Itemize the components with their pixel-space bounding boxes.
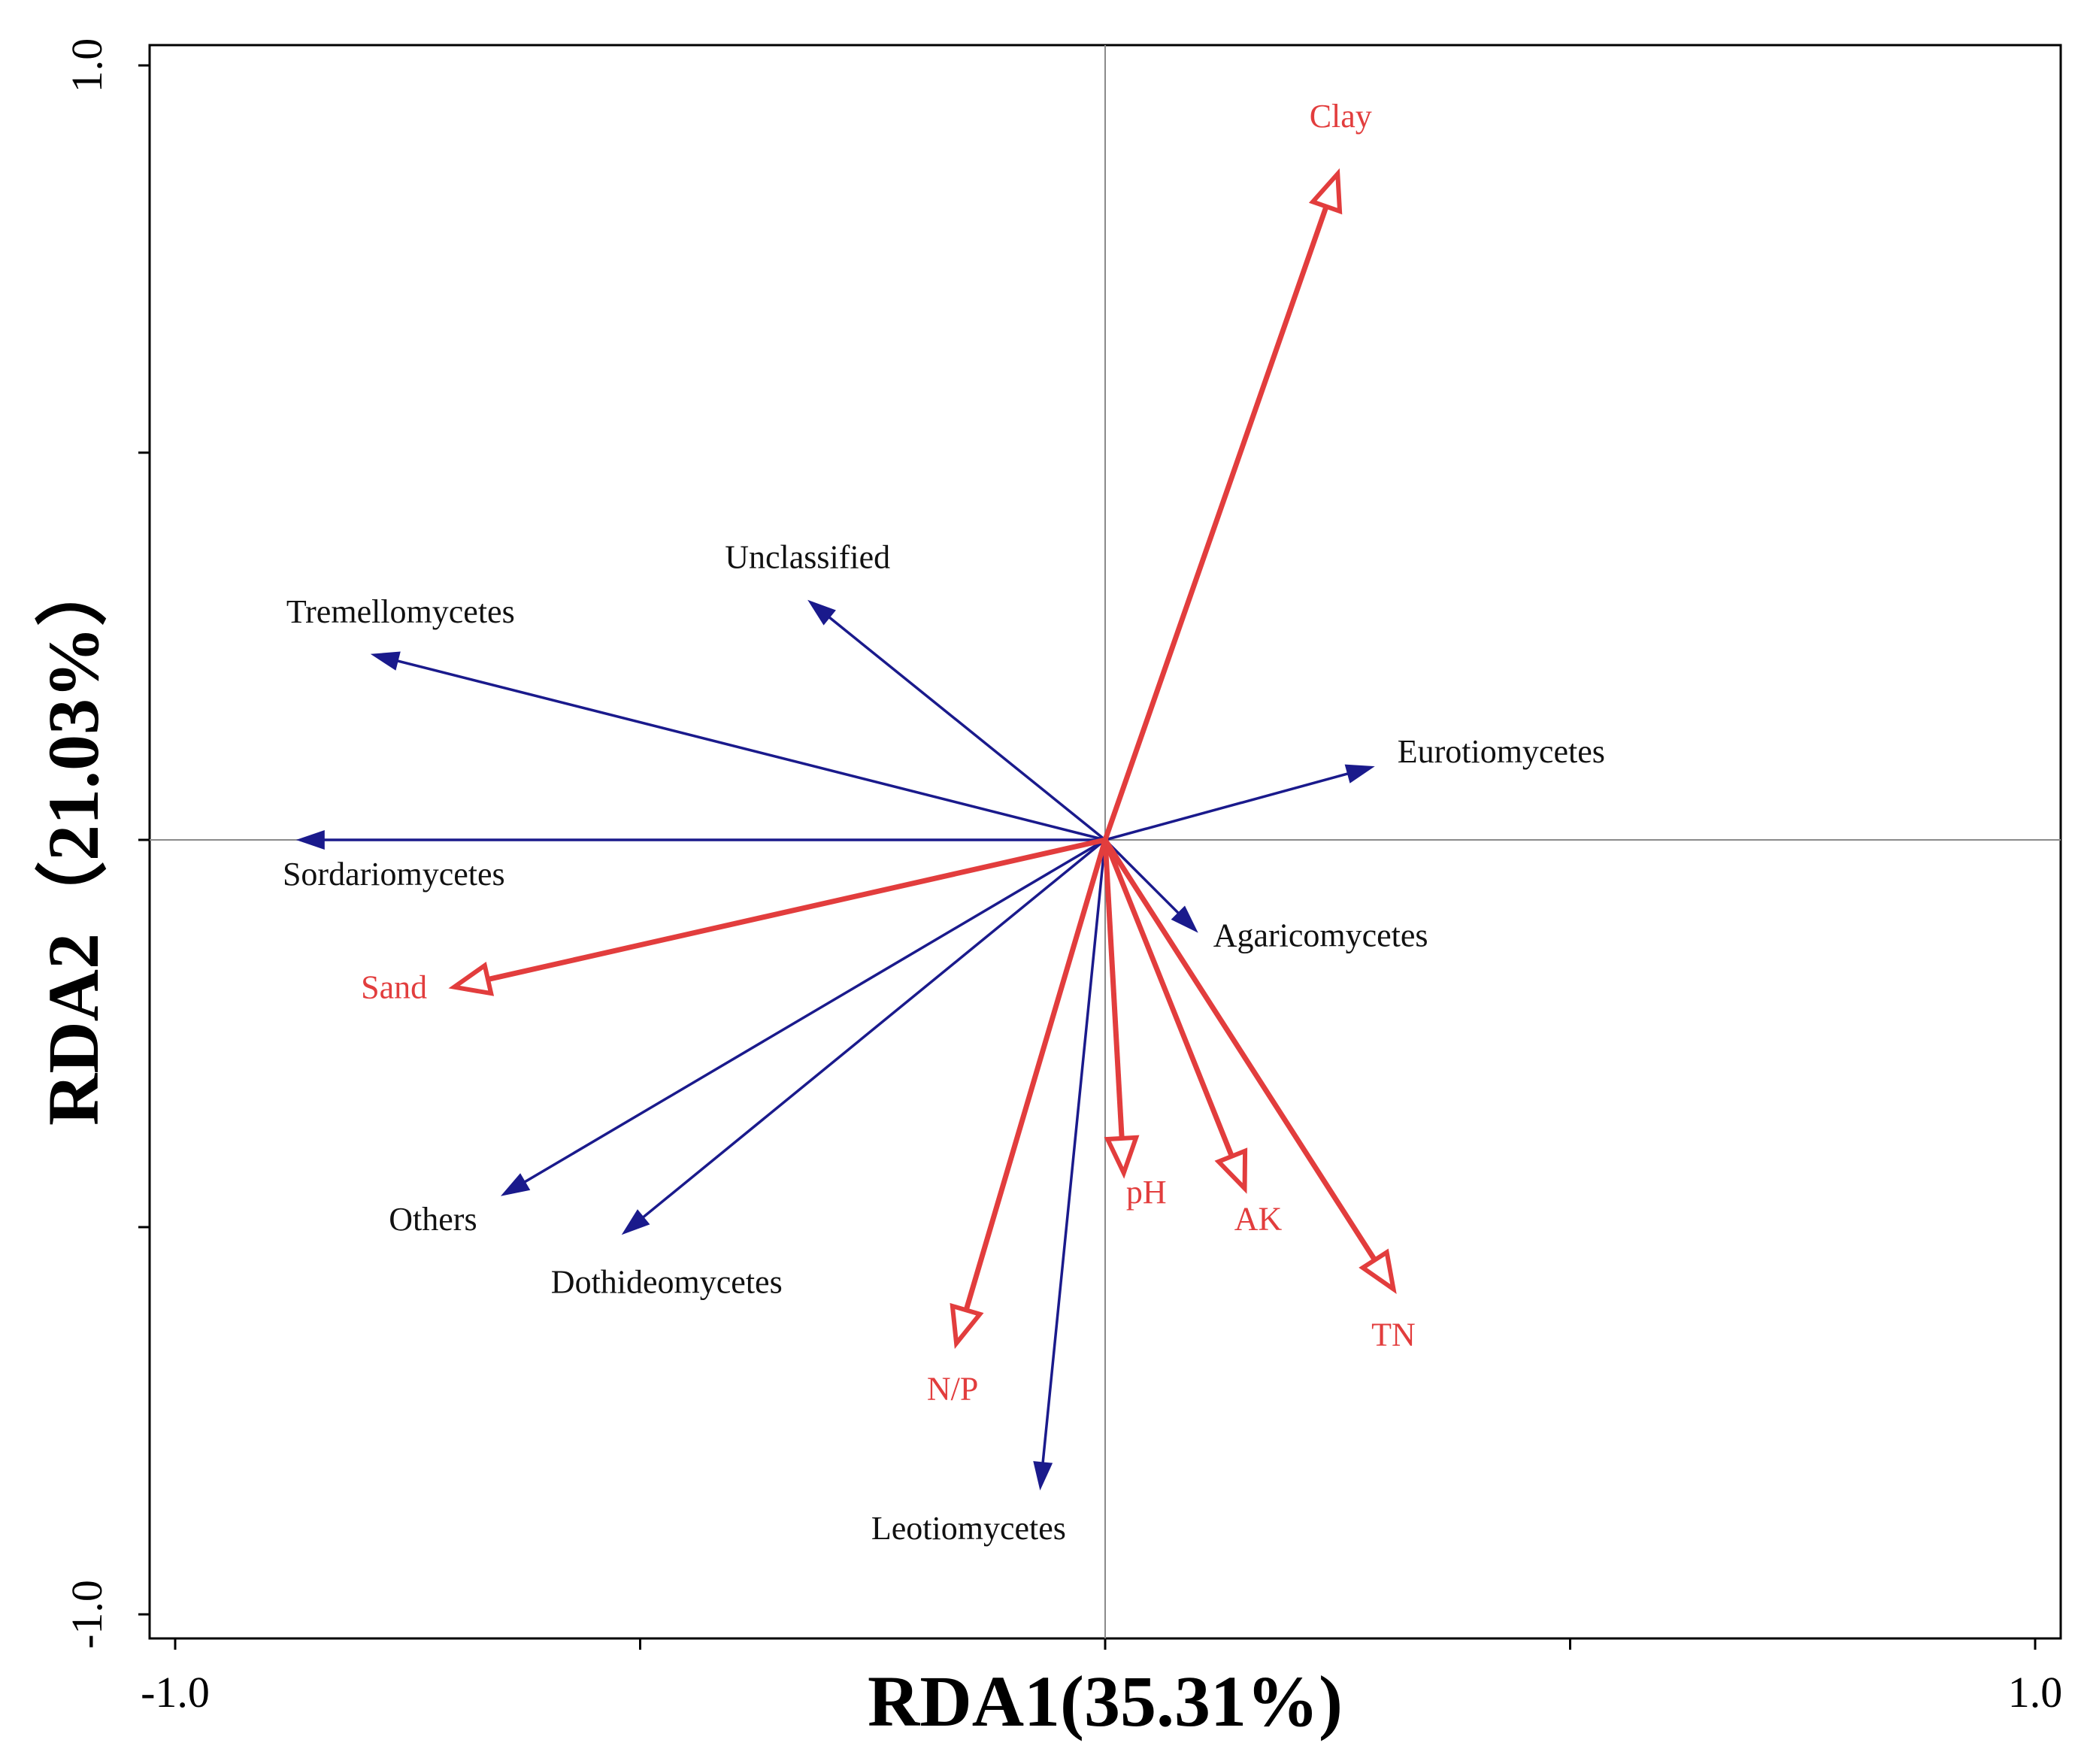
dothideomycetes-arrow-line xyxy=(640,838,1107,1220)
clay-arrow-head xyxy=(1308,168,1343,215)
arrow-labels: Unclassified Tremellomycetes Eurotiomycete… xyxy=(283,98,1605,1547)
axis-ticks xyxy=(138,64,2037,1650)
x-tick-label: 1.0 xyxy=(2008,1668,2063,1717)
leotiomycetes-arrow-line xyxy=(1041,839,1107,1465)
label-agaricomycetes: Agaricomycetes xyxy=(1213,917,1428,954)
tn-arrow-head xyxy=(1359,1248,1397,1295)
ak-arrow-head xyxy=(1214,1147,1248,1194)
label-sordariomycetes: Sordariomycetes xyxy=(283,856,505,893)
unclassified-arrow-line xyxy=(826,614,1107,841)
n-p-arrow-line xyxy=(963,839,1108,1311)
label-eurotiomycetes: Eurotiomycetes xyxy=(1398,733,1605,770)
tremellomycetes-arrow-line xyxy=(395,659,1106,841)
eurotiomycetes-arrow-head xyxy=(1344,764,1375,783)
label-unclassified: Unclassified xyxy=(725,539,890,576)
label-sand: Sand xyxy=(361,969,427,1006)
y-tick-label: -1.0 xyxy=(62,1580,111,1649)
sordariomycetes-arrow-head xyxy=(295,830,325,850)
clay-arrow-line xyxy=(1102,205,1329,841)
n-p-arrow-head xyxy=(950,1302,984,1350)
eurotiomycetes-arrow-line xyxy=(1104,771,1351,841)
leotiomycetes-arrow-head xyxy=(1033,1461,1053,1491)
label-ak: AK xyxy=(1234,1201,1283,1238)
dothideomycetes-arrow-head xyxy=(621,1209,650,1235)
environmental-arrows xyxy=(448,168,1397,1350)
label-ph: pH xyxy=(1126,1174,1167,1211)
y-tick-label: 1.0 xyxy=(62,38,111,93)
sand-arrow-line xyxy=(487,837,1106,982)
label-clay: Clay xyxy=(1310,98,1372,135)
unclassified-arrow-head xyxy=(807,599,836,626)
sand-arrow-head xyxy=(448,961,495,996)
ph-arrow-head xyxy=(1104,1135,1140,1179)
ph-arrow-line xyxy=(1102,839,1125,1139)
y-axis-title: RDA2（21.03%） xyxy=(33,554,114,1126)
label-dothideomycetes: Dothideomycetes xyxy=(551,1263,783,1300)
x-tick-label: -1.0 xyxy=(141,1668,210,1717)
others-arrow-head xyxy=(500,1173,531,1196)
tn-arrow-line xyxy=(1103,838,1377,1262)
species-arrows xyxy=(295,599,1375,1491)
label-tremellomycetes: Tremellomycetes xyxy=(286,593,515,630)
label-leotiomycetes: Leotiomycetes xyxy=(871,1510,1066,1547)
label-tn: TN xyxy=(1371,1316,1416,1353)
agaricomycetes-arrow-line xyxy=(1104,838,1181,916)
label-n-p: N/P xyxy=(927,1371,978,1408)
axis-tick-labels: -1.0 1.0 1.0 -1.0 xyxy=(62,38,2062,1717)
others-arrow-line xyxy=(522,838,1106,1185)
ak-arrow-line xyxy=(1102,838,1234,1158)
tremellomycetes-arrow-head xyxy=(370,651,401,671)
label-others: Others xyxy=(389,1201,477,1238)
agaricomycetes-arrow-head xyxy=(1171,905,1198,933)
x-axis-title: RDA1(35.31%) xyxy=(868,1661,1343,1741)
